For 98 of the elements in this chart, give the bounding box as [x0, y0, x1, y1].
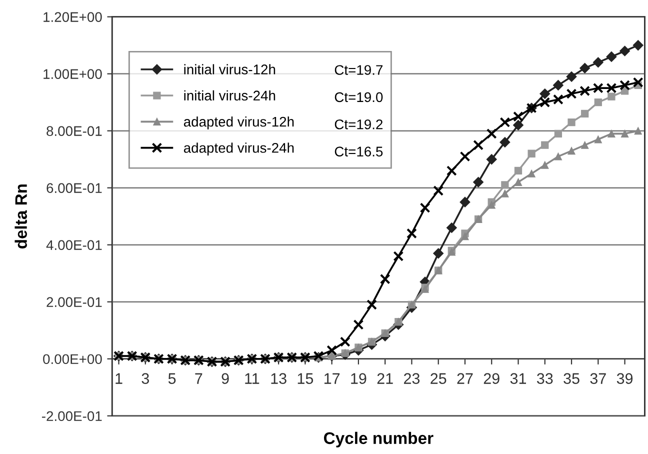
x-tick-label: 23 — [404, 373, 420, 384]
x-tick-label: 13 — [271, 373, 286, 384]
point — [514, 166, 522, 175]
y-axis-title: delta Rn — [14, 184, 27, 249]
point — [606, 51, 617, 62]
point — [552, 94, 564, 105]
point — [420, 202, 430, 213]
point — [541, 161, 549, 169]
x-tick-label: 1 — [116, 373, 122, 384]
point — [554, 130, 562, 138]
y-tick-label: 1.00E+00 — [44, 69, 102, 79]
point — [620, 80, 630, 90]
point — [620, 130, 629, 138]
point — [581, 110, 589, 118]
x-tick-label: 17 — [324, 373, 340, 384]
point — [473, 176, 484, 188]
point — [568, 146, 576, 155]
x-tick-label: 29 — [484, 373, 500, 384]
point — [580, 62, 590, 74]
legend-label: initial virus-24h — [184, 90, 276, 101]
point — [393, 251, 404, 262]
point — [528, 150, 536, 158]
annotation: Ct=19.2 — [334, 119, 383, 130]
annotation: Ct=16.5 — [334, 146, 383, 156]
point — [366, 299, 377, 310]
x-tick-label: 5 — [168, 373, 176, 384]
legend-label: adapted virus-12h — [184, 116, 294, 130]
point — [513, 111, 524, 122]
x-tick-label: 19 — [351, 373, 366, 384]
point — [486, 154, 497, 165]
point — [500, 136, 510, 148]
x-tick-label: 15 — [298, 373, 314, 384]
point — [488, 201, 496, 209]
point — [461, 232, 469, 240]
annotation: Ct=19.7 — [334, 65, 383, 75]
x-tick-label: 27 — [457, 373, 473, 384]
y-tick-label: -2.00E-01 — [42, 411, 102, 422]
point — [353, 319, 364, 330]
point — [594, 98, 602, 106]
x-tick-label: 33 — [536, 373, 553, 384]
legend-label: initial virus-12h — [184, 64, 276, 74]
x-tick-label: 35 — [564, 373, 580, 384]
point — [554, 152, 562, 160]
x-tick-label: 31 — [510, 373, 526, 384]
point — [340, 336, 350, 347]
x-tick-label: 9 — [222, 373, 229, 384]
point — [566, 88, 577, 99]
point — [528, 170, 536, 178]
point — [606, 82, 617, 94]
y-tick-label: 6.00E-01 — [46, 183, 102, 193]
x-axis-title: Cycle number — [324, 432, 434, 448]
point — [620, 46, 630, 56]
y-tick-label: 2.00E-01 — [46, 297, 102, 308]
point — [632, 40, 644, 51]
point — [580, 86, 590, 96]
y-tick-label: 4.00E-01 — [46, 240, 102, 250]
point — [608, 130, 616, 138]
point — [446, 222, 457, 233]
point — [433, 185, 444, 196]
point — [486, 128, 497, 139]
x-tick-label: 39 — [616, 373, 633, 384]
legend-label: adapted virus-24h — [184, 142, 294, 156]
point — [501, 190, 509, 198]
x-tick-label: 3 — [142, 373, 149, 384]
y-tick-label: 1.20E+00 — [44, 12, 102, 22]
annotation: Ct=19.0 — [334, 92, 383, 102]
point — [514, 178, 522, 186]
point — [566, 71, 577, 82]
point — [446, 166, 457, 176]
point — [406, 228, 417, 239]
point — [433, 248, 444, 259]
point — [460, 196, 470, 208]
point — [632, 77, 644, 88]
point — [500, 117, 510, 128]
point — [326, 345, 338, 356]
point — [594, 136, 602, 144]
point — [568, 118, 576, 126]
x-tick-label: 11 — [245, 373, 260, 384]
point — [552, 80, 564, 90]
point — [608, 92, 616, 100]
y-tick-label: 8.00E-01 — [46, 126, 102, 136]
point — [634, 126, 642, 135]
point — [592, 82, 604, 94]
x-tick-label: 21 — [377, 373, 393, 384]
point — [592, 57, 604, 68]
point — [541, 141, 549, 149]
y-tick-label: 0.00E+00 — [43, 354, 102, 364]
point — [540, 88, 550, 100]
point — [512, 120, 524, 130]
point — [380, 274, 390, 284]
x-tick-label: 7 — [195, 373, 202, 384]
point — [473, 140, 484, 150]
x-tick-label: 37 — [590, 373, 606, 384]
point — [460, 151, 470, 162]
point — [581, 141, 589, 149]
point — [540, 97, 550, 108]
x-tick-label: 25 — [430, 373, 446, 384]
point — [501, 181, 509, 189]
